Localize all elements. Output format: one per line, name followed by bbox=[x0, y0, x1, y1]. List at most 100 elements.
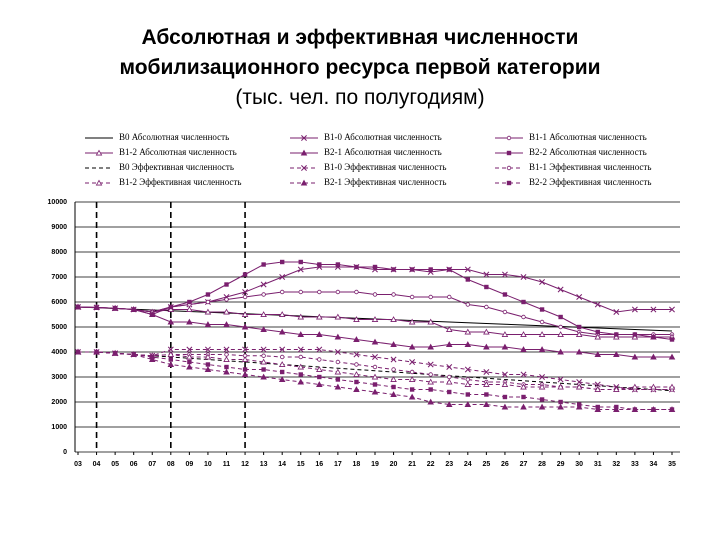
series-line bbox=[78, 351, 672, 390]
point bbox=[464, 401, 472, 407]
point bbox=[557, 286, 564, 293]
point bbox=[465, 392, 471, 397]
series bbox=[75, 349, 675, 412]
series-line bbox=[78, 349, 672, 390]
point bbox=[260, 373, 267, 380]
legend-marker bbox=[506, 135, 512, 141]
point bbox=[316, 381, 323, 387]
y-tick-label: 0 bbox=[63, 449, 67, 456]
point bbox=[334, 349, 341, 355]
point bbox=[483, 401, 490, 407]
point bbox=[539, 374, 546, 380]
point bbox=[242, 346, 249, 353]
x-tick-label: 28 bbox=[538, 461, 546, 468]
point bbox=[464, 328, 472, 335]
point bbox=[260, 358, 267, 365]
point bbox=[576, 294, 583, 300]
point bbox=[428, 372, 433, 377]
y-tick-label: 9000 bbox=[51, 224, 67, 231]
point bbox=[521, 299, 526, 305]
point bbox=[390, 356, 397, 363]
point bbox=[278, 361, 286, 367]
point bbox=[520, 383, 527, 390]
point bbox=[650, 353, 657, 360]
point bbox=[669, 337, 675, 342]
point bbox=[298, 354, 303, 360]
x-tick-label: 06 bbox=[130, 461, 138, 468]
point bbox=[241, 356, 249, 362]
point bbox=[521, 314, 526, 320]
legend-label: В1-2 Эффективная численность bbox=[119, 177, 241, 187]
point bbox=[502, 309, 508, 315]
point bbox=[354, 379, 359, 385]
point bbox=[668, 353, 676, 360]
point bbox=[391, 267, 396, 272]
point bbox=[445, 326, 453, 332]
point bbox=[148, 356, 156, 362]
point bbox=[408, 376, 416, 382]
point bbox=[204, 346, 211, 353]
series bbox=[75, 346, 675, 393]
legend-label: В2-2 Эффективная численность bbox=[529, 177, 651, 187]
point bbox=[353, 316, 360, 322]
point bbox=[335, 262, 341, 267]
point bbox=[408, 343, 416, 350]
y-tick-label: 7000 bbox=[51, 274, 67, 281]
point bbox=[631, 333, 639, 340]
point bbox=[278, 311, 286, 317]
point bbox=[353, 371, 360, 377]
point bbox=[298, 259, 303, 265]
point bbox=[613, 406, 620, 412]
chart-subtitle: (тыс. чел. по полугодиям) bbox=[235, 86, 484, 109]
point bbox=[260, 346, 267, 353]
x-tick-label: 22 bbox=[427, 461, 435, 468]
point bbox=[297, 378, 305, 385]
point bbox=[483, 381, 490, 387]
point bbox=[297, 331, 305, 337]
legend-label: В1-1 Эффективная численность bbox=[529, 162, 651, 172]
point bbox=[187, 299, 192, 305]
point bbox=[409, 267, 415, 272]
point bbox=[186, 318, 193, 325]
point bbox=[632, 407, 638, 412]
point bbox=[297, 363, 305, 370]
point bbox=[576, 402, 582, 407]
point bbox=[539, 319, 545, 325]
point bbox=[278, 376, 286, 382]
x-tick-label: 27 bbox=[520, 461, 528, 468]
x-tick-label: 20 bbox=[390, 461, 398, 468]
point bbox=[334, 313, 342, 320]
point bbox=[261, 262, 266, 267]
point bbox=[447, 374, 452, 380]
series bbox=[75, 264, 675, 315]
point bbox=[464, 366, 471, 373]
x-tick-label: 13 bbox=[260, 461, 268, 468]
point bbox=[408, 393, 416, 400]
legend-marker bbox=[300, 179, 308, 186]
point bbox=[483, 328, 490, 335]
point bbox=[539, 397, 545, 402]
legend-marker bbox=[506, 180, 512, 186]
point bbox=[465, 302, 471, 307]
point bbox=[668, 383, 676, 390]
x-tick-label: 15 bbox=[297, 461, 305, 468]
point bbox=[427, 318, 434, 325]
point bbox=[204, 308, 212, 315]
point bbox=[335, 377, 341, 382]
point bbox=[538, 331, 546, 337]
y-tick-label: 10000 bbox=[48, 199, 68, 206]
point bbox=[186, 346, 193, 353]
legend-label: В2-2 Абсолютная численность bbox=[529, 147, 647, 157]
legend-marker bbox=[506, 165, 512, 171]
point bbox=[447, 294, 452, 300]
point bbox=[465, 377, 471, 382]
x-tick-label: 34 bbox=[650, 461, 658, 468]
chart-title: Абсолютная и эффективная численности bbox=[142, 26, 579, 49]
series bbox=[75, 259, 675, 342]
legend-label: В1-0 Абсолютная численность bbox=[324, 132, 442, 142]
point bbox=[353, 351, 360, 358]
y-tick-label: 5000 bbox=[51, 324, 67, 331]
point bbox=[317, 374, 322, 380]
x-tick-label: 32 bbox=[612, 461, 620, 468]
point bbox=[354, 362, 359, 367]
